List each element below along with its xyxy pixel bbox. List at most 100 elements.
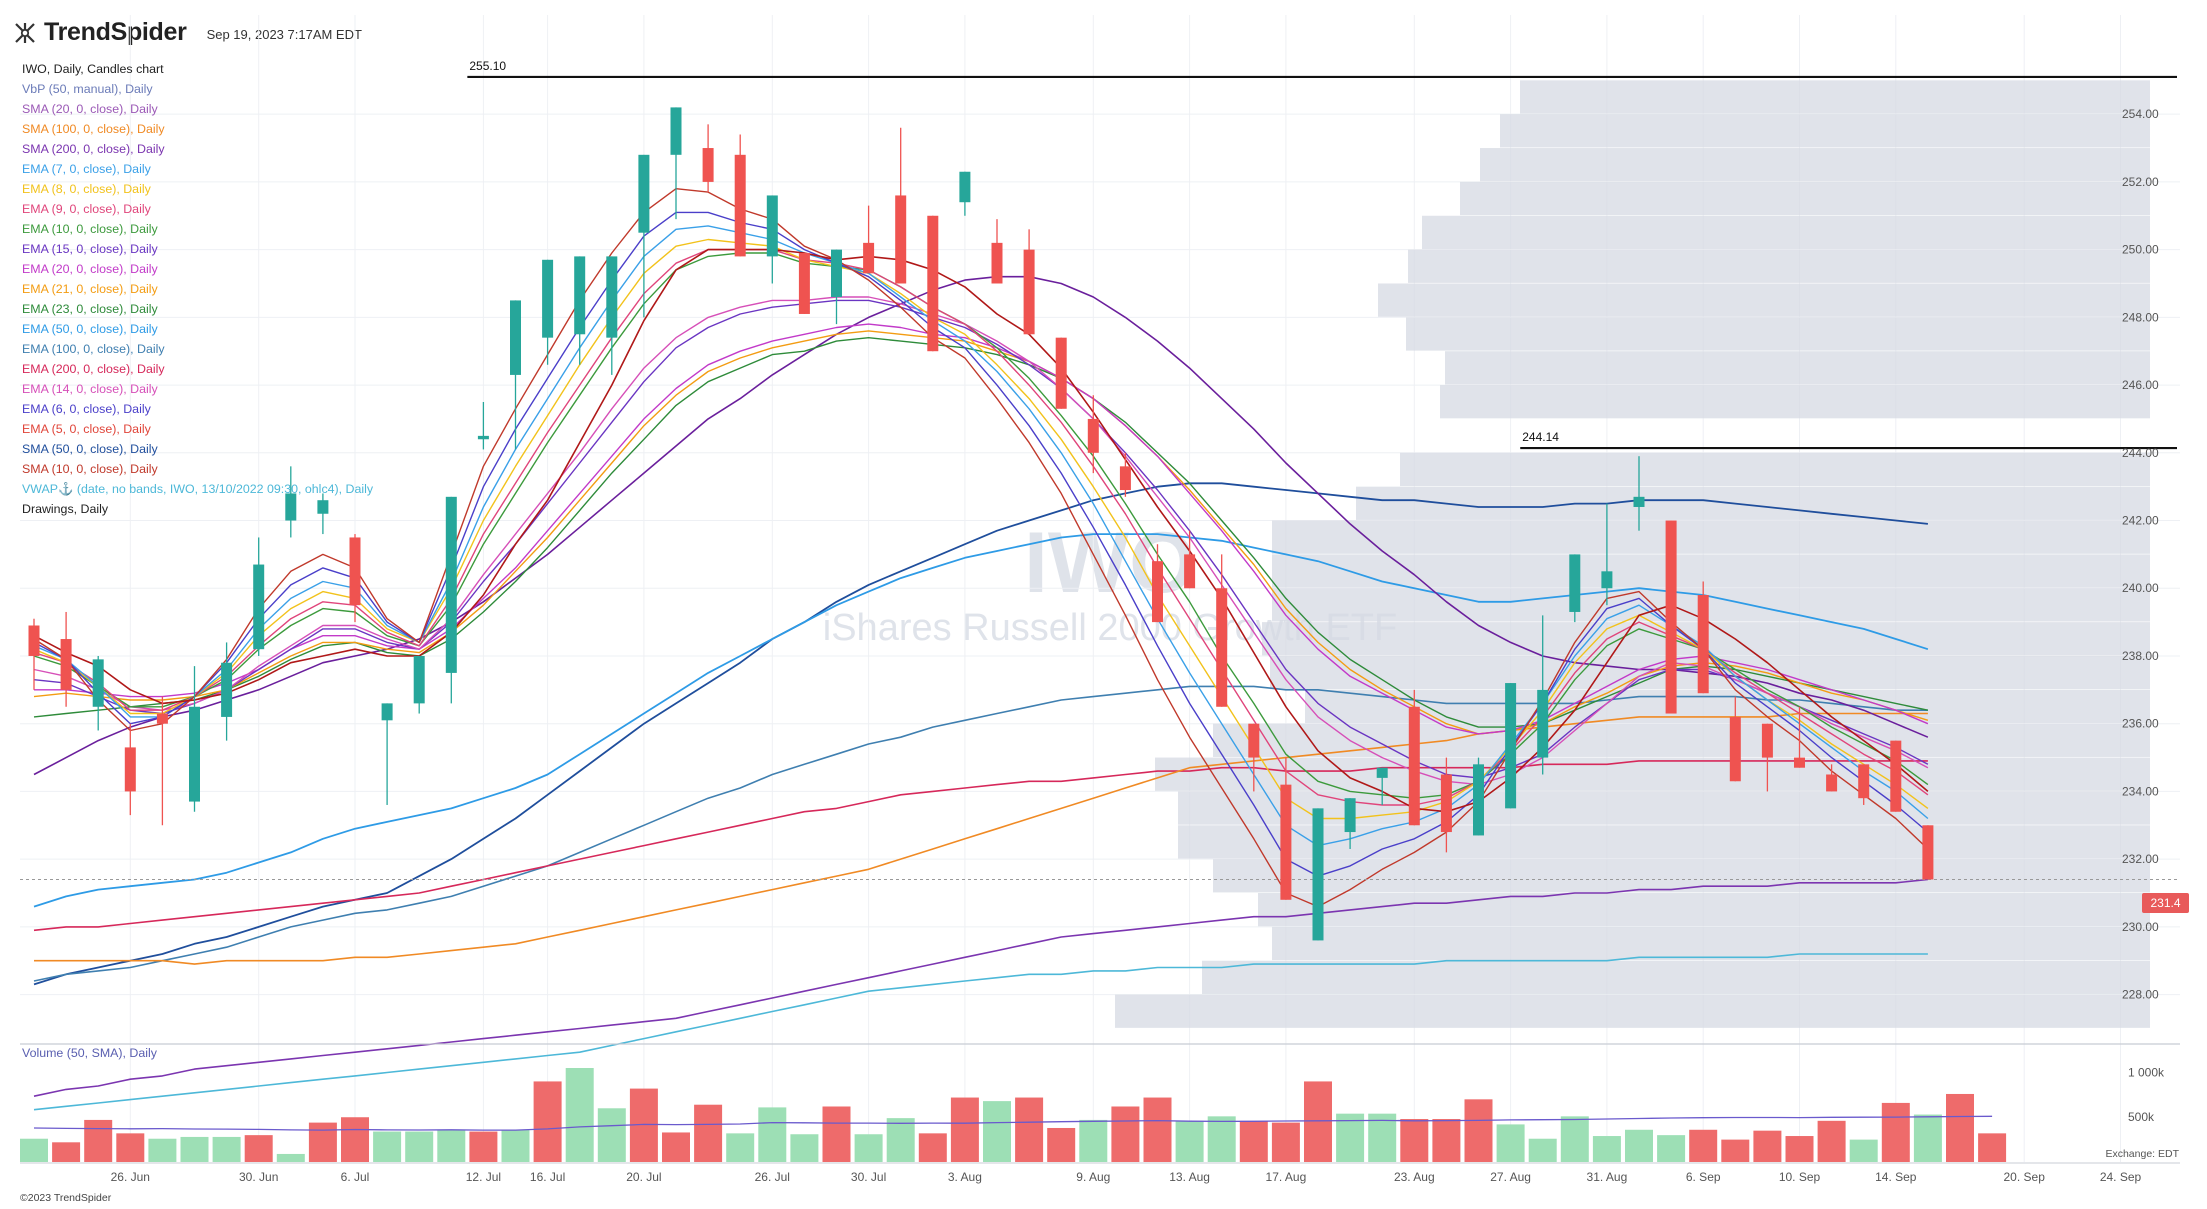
volume-bar [148, 1138, 177, 1162]
indicator-line [33, 330, 1929, 735]
volume-bar [1849, 1139, 1878, 1162]
legend-entry[interactable]: EMA (5, 0, close), Daily [22, 422, 151, 436]
legend-entry[interactable]: EMA (23, 0, close), Daily [22, 302, 158, 316]
legend-entry[interactable]: EMA (20, 0, close), Daily [22, 262, 158, 276]
legend-entry[interactable]: SMA (10, 0, close), Daily [22, 462, 158, 476]
legend-entry[interactable]: EMA (7, 0, close), Daily [22, 162, 151, 176]
price-tick-label: 234.00 [2122, 784, 2159, 798]
price-tick-label: 238.00 [2122, 649, 2159, 663]
legend-entry[interactable]: Drawings, Daily [22, 502, 109, 516]
price-tick-label: 244.00 [2122, 446, 2159, 460]
legend-entry[interactable]: EMA (9, 0, close), Daily [22, 202, 151, 216]
volume-bar [341, 1117, 369, 1162]
copyright: ©2023 TrendSpider [20, 1192, 112, 1204]
vbp-bar [1272, 588, 2150, 622]
exchange-label: Exchange: EDT [2105, 1148, 2179, 1160]
vbp-bar [1202, 960, 2150, 994]
volume-bar [116, 1133, 145, 1162]
time-tick-label: 30. Jun [239, 1170, 278, 1184]
candle-body [1248, 723, 1260, 758]
volume-bar [276, 1153, 305, 1162]
volume-bar [180, 1136, 209, 1162]
candle-body [92, 659, 104, 707]
price-tick-label: 242.00 [2122, 514, 2159, 528]
vbp-bar [1406, 317, 2150, 351]
candle-body [1055, 337, 1067, 409]
legend-entry[interactable]: EMA (50, 0, close), Daily [22, 322, 158, 336]
candle-body [1537, 689, 1549, 758]
time-tick-label: 24. Sep [2100, 1170, 2142, 1184]
legend-entry[interactable]: EMA (14, 0, close), Daily [22, 382, 158, 396]
time-tick-label: 10. Sep [1779, 1170, 1821, 1184]
legend-entry[interactable]: EMA (100, 0, close), Daily [22, 342, 165, 356]
volume-bar [52, 1142, 81, 1162]
legend-entry[interactable]: VWAP⚓ (date, no bands, IWO, 13/10/2022 0… [22, 482, 374, 496]
volume-bar [1753, 1130, 1782, 1162]
candle-body [1633, 496, 1645, 507]
candle-body [1858, 764, 1870, 799]
volume-bar [854, 1134, 883, 1162]
candle-body [28, 625, 40, 656]
volume-bar [822, 1106, 851, 1162]
legend-entry[interactable]: EMA (200, 0, close), Daily [22, 362, 165, 376]
candle-body [1376, 767, 1388, 778]
legend-entry[interactable]: EMA (8, 0, close), Daily [22, 182, 151, 196]
time-tick-label: 3. Aug [948, 1170, 982, 1184]
volume-bar [20, 1138, 48, 1162]
candle-body [1023, 249, 1035, 335]
volume-bar [1657, 1135, 1686, 1162]
price-tick-label: 250.00 [2122, 243, 2159, 257]
horizontal-line-label: 244.14 [1522, 430, 1559, 444]
legend-entry[interactable]: SMA (20, 0, close), Daily [22, 102, 158, 116]
vbp-bar [1178, 825, 2150, 859]
indicator-line [33, 878, 1928, 1097]
time-tick-label: 17. Aug [1266, 1170, 1307, 1184]
vbp-bar [1500, 114, 2150, 148]
vbp-bar [1272, 520, 2150, 554]
candle-body [1761, 723, 1773, 758]
drawn-horizontal-lines[interactable]: 255.10 244.14 [20, 59, 2180, 880]
candle-body [1440, 774, 1452, 833]
legend-entry[interactable]: SMA (100, 0, close), Daily [22, 122, 165, 136]
candle-body [1312, 808, 1324, 941]
legend-entry[interactable]: EMA (21, 0, close), Daily [22, 282, 158, 296]
horizontal-line-label: 255.10 [469, 59, 506, 73]
indicator-legend: IWO, Daily, Candles chart VbP (50, manual… [22, 59, 373, 519]
time-tick-label: 9. Aug [1076, 1170, 1110, 1184]
volume-bar [501, 1129, 530, 1162]
volume-bar [437, 1129, 466, 1162]
legend-entry[interactable]: IWO, Daily, Candles chart [22, 62, 164, 76]
legend-entry[interactable]: EMA (15, 0, close), Daily [22, 242, 158, 256]
candle-body [189, 706, 200, 802]
volume-bar [1464, 1099, 1493, 1162]
candles [28, 107, 1934, 941]
candle-body [1184, 554, 1196, 589]
indicator-line [33, 953, 1928, 1111]
vbp-bar [1480, 148, 2150, 182]
candle-body [1344, 798, 1356, 833]
volume-bar [1946, 1093, 1974, 1162]
volume-bar [1175, 1120, 1204, 1162]
legend-entry[interactable]: EMA (6, 0, close), Daily [22, 402, 151, 416]
volume-tick-label: 1 000k [2128, 1065, 2165, 1079]
legend-entry[interactable]: VbP (50, manual), Daily [22, 82, 153, 96]
candle-body [1473, 764, 1484, 836]
volume-bar [308, 1122, 337, 1162]
vbp-bar [1440, 385, 2150, 419]
legend-entry[interactable]: SMA (50, 0, close), Daily [22, 442, 158, 456]
candle-body [863, 242, 875, 274]
legend-entry[interactable]: SMA (200, 0, close), Daily [22, 142, 165, 156]
candle-body [574, 256, 586, 335]
volume-bar [1689, 1129, 1718, 1162]
volume-sma-line [33, 1115, 1993, 1131]
volume-bar [1625, 1129, 1653, 1162]
volume-bar [1592, 1136, 1621, 1162]
volume-bar [1785, 1136, 1814, 1162]
volume-bar [950, 1097, 979, 1162]
time-tick-label: 27. Aug [1490, 1170, 1531, 1184]
volume-bar [565, 1068, 594, 1162]
candle-body [285, 493, 297, 521]
candle-body [349, 537, 361, 606]
legend-entry[interactable]: EMA (10, 0, close), Daily [22, 222, 158, 236]
